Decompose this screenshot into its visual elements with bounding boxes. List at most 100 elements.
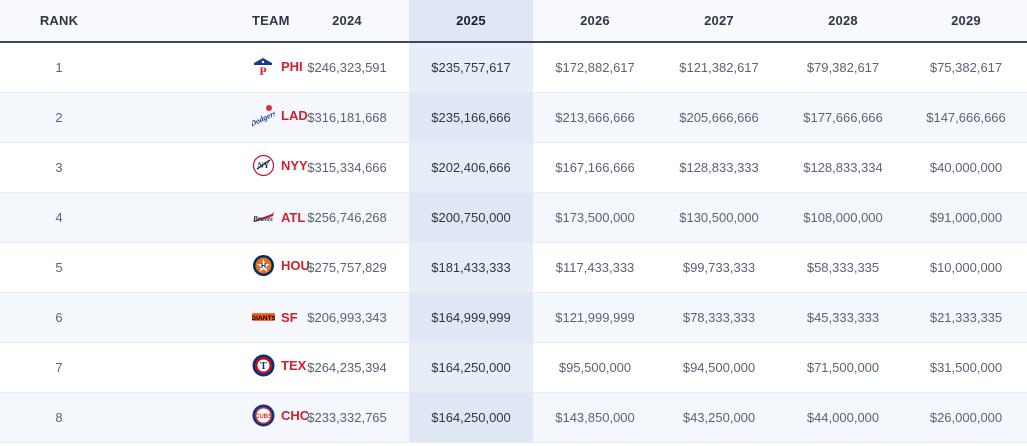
table-row[interactable]: 5 H HOU $275,757,829 $181,433,333 $117,433,33…: [0, 242, 1027, 293]
team-cell[interactable]: CUBS CHC: [118, 392, 309, 443]
team-link[interactable]: NY NYY: [252, 154, 308, 177]
payroll-cell-2026: $167,166,666: [533, 142, 657, 193]
phillies-logo-icon: P: [252, 55, 275, 78]
team-link[interactable]: Dodgers LAD: [252, 104, 308, 127]
payroll-cell-2029: $21,333,335: [905, 292, 1027, 343]
svg-text:CUBS: CUBS: [255, 414, 272, 420]
year-header-2026[interactable]: 2026: [533, 0, 657, 43]
year-header-2024[interactable]: 2024: [285, 0, 409, 43]
table-row[interactable]: 6 GIANTS SF $206,993,343 $164,999,999 $121,99…: [0, 292, 1027, 343]
svg-text:NY: NY: [258, 161, 270, 170]
payroll-cell-2026: $213,666,666: [533, 92, 657, 143]
dodgers-logo-icon: Dodgers: [252, 104, 275, 127]
table-row[interactable]: 1 P PHI $246,323,591 $235,757,617 $172,882,61…: [0, 42, 1027, 93]
payroll-cell-2027: $130,500,000: [657, 192, 781, 243]
team-abbr[interactable]: CHC: [281, 408, 310, 423]
payroll-cell-2029: $40,000,000: [905, 142, 1027, 193]
team-link[interactable]: P PHI: [252, 55, 303, 78]
header-row: RANK TEAM 2024 2025 2026 2027 2028 2029: [0, 0, 1027, 43]
team-cell[interactable]: T TEX: [118, 342, 306, 393]
rank-cell: 1: [0, 42, 118, 93]
year-header-2025[interactable]: 2025: [409, 0, 533, 43]
payroll-cell-2029: $26,000,000: [905, 392, 1027, 443]
team-abbr[interactable]: ATL: [281, 209, 306, 225]
team-header[interactable]: TEAM: [118, 0, 289, 43]
astros-logo-icon: H: [252, 254, 275, 277]
rank-cell: 4: [0, 192, 118, 243]
table-row[interactable]: 3 NY NYY $315,334,666 $202,406,666 $167,166,6…: [0, 142, 1027, 193]
payroll-cell-2024: $256,746,268: [285, 192, 409, 243]
payroll-cell-2029: $91,000,000: [905, 192, 1027, 243]
payroll-cell-2026: $172,882,617: [533, 42, 657, 93]
team-link[interactable]: GIANTS SF: [252, 306, 298, 329]
payroll-cell-2025: $235,166,666: [409, 92, 533, 143]
payroll-cell-2027: $94,500,000: [657, 342, 781, 393]
payroll-cell-2027: $128,833,333: [657, 142, 781, 193]
svg-text:Braves: Braves: [252, 215, 273, 223]
payroll-cell-2029: $75,382,617: [905, 42, 1027, 93]
rank-cell: 6: [0, 292, 118, 343]
team-link[interactable]: H HOU: [252, 254, 310, 277]
cubs-logo-icon: CUBS: [252, 404, 275, 427]
payroll-cell-2024: $233,332,765: [285, 392, 409, 443]
braves-logo-icon: Braves: [252, 206, 275, 229]
team-cell[interactable]: Braves ATL: [118, 192, 305, 243]
table-body: 1 P PHI $246,323,591 $235,757,617 $172,882,61…: [0, 42, 1027, 443]
team-abbr[interactable]: HOU: [281, 258, 310, 273]
payroll-cell-2028: $45,333,333: [781, 292, 905, 343]
payroll-cell-2025: $164,250,000: [409, 392, 533, 443]
payroll-cell-2024: $315,334,666: [285, 142, 409, 193]
team-abbr[interactable]: SF: [281, 309, 298, 325]
payroll-cell-2029: $147,666,666: [905, 92, 1027, 143]
giants-logo-icon: GIANTS: [252, 306, 275, 329]
team-link[interactable]: CUBS CHC: [252, 404, 309, 427]
payroll-cell-2028: $128,833,334: [781, 142, 905, 193]
team-link[interactable]: Braves ATL: [252, 206, 305, 229]
payroll-cell-2029: $10,000,000: [905, 242, 1027, 293]
team-cell[interactable]: Dodgers LAD: [118, 92, 308, 143]
rangers-logo-icon: T: [252, 354, 275, 377]
payroll-cell-2028: $108,000,000: [781, 192, 905, 243]
team-abbr[interactable]: NYY: [281, 158, 308, 173]
payroll-cell-2026: $117,433,333: [533, 242, 657, 293]
team-abbr[interactable]: TEX: [281, 358, 307, 373]
table-row[interactable]: 7 T TEX $264,235,394 $164,250,000 $95,500,000…: [0, 342, 1027, 393]
table-row[interactable]: 2 Dodgers LAD $316,181,668 $235,166,666 $213,…: [0, 92, 1027, 143]
payroll-cell-2025: $164,999,999: [409, 292, 533, 343]
team-cell[interactable]: GIANTS SF: [118, 292, 298, 343]
svg-text:H: H: [261, 263, 266, 270]
team-cell[interactable]: NY NYY: [118, 142, 308, 193]
svg-text:T: T: [260, 361, 267, 372]
svg-text:GIANTS: GIANTS: [252, 315, 275, 322]
rank-cell: 8: [0, 392, 118, 443]
payroll-cell-2026: $143,850,000: [533, 392, 657, 443]
year-header-2027[interactable]: 2027: [657, 0, 781, 43]
table-row[interactable]: 8 CUBS CHC $233,332,765 $164,250,000 $143,850…: [0, 392, 1027, 443]
team-cell[interactable]: P PHI: [118, 42, 303, 93]
payroll-cell-2025: $202,406,666: [409, 142, 533, 193]
payroll-cell-2024: $275,757,829: [285, 242, 409, 293]
team-link[interactable]: T TEX: [252, 354, 306, 377]
payroll-cell-2026: $121,999,999: [533, 292, 657, 343]
rank-cell: 7: [0, 342, 118, 393]
year-header-2029[interactable]: 2029: [905, 0, 1027, 43]
payroll-cell-2028: $71,500,000: [781, 342, 905, 393]
payroll-cell-2027: $43,250,000: [657, 392, 781, 443]
svg-text:Dodgers: Dodgers: [252, 109, 275, 127]
payroll-cell-2028: $177,666,666: [781, 92, 905, 143]
rank-header[interactable]: RANK: [0, 0, 118, 43]
table-row[interactable]: 4 Braves ATL $256,746,268 $200,750,000 $173,5…: [0, 192, 1027, 243]
payroll-cell-2024: $316,181,668: [285, 92, 409, 143]
team-abbr[interactable]: PHI: [281, 59, 303, 74]
team-abbr[interactable]: LAD: [281, 108, 308, 123]
payroll-cell-2025: $235,757,617: [409, 42, 533, 93]
payroll-cell-2027: $205,666,666: [657, 92, 781, 143]
team-cell[interactable]: H HOU: [118, 242, 310, 293]
payroll-cell-2024: $206,993,343: [285, 292, 409, 343]
payroll-cell-2028: $79,382,617: [781, 42, 905, 93]
payroll-cell-2027: $121,382,617: [657, 42, 781, 93]
rank-cell: 2: [0, 92, 118, 143]
rank-cell: 5: [0, 242, 118, 293]
year-header-2028[interactable]: 2028: [781, 0, 905, 43]
